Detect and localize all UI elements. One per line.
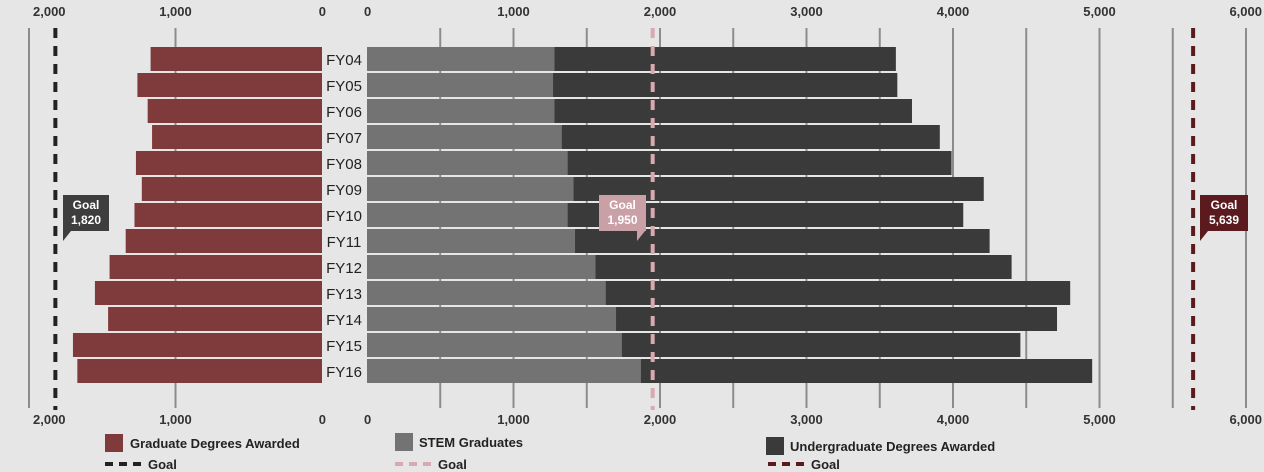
- legend-swatch-stem: [395, 433, 413, 451]
- bar-graduate: [134, 203, 322, 227]
- bar-stem: [367, 47, 555, 71]
- bar-stem: [367, 151, 568, 175]
- bar-graduate: [125, 229, 322, 253]
- tick-label-left-top: 0: [319, 4, 326, 19]
- category-label: FY08: [326, 156, 362, 173]
- legend-label-undergraduate-goal: Goal: [811, 457, 840, 472]
- legend-swatch-graduate: [105, 434, 123, 452]
- goal-callout-undergraduate-title: Goal: [1211, 198, 1238, 212]
- legend-label-graduate: Graduate Degrees Awarded: [130, 436, 300, 451]
- tick-label-right-bottom: 5,000: [1083, 412, 1116, 427]
- category-label: FY07: [326, 130, 362, 147]
- category-label: FY10: [326, 208, 362, 225]
- bar-stem: [367, 203, 568, 227]
- legend: Graduate Degrees Awarded Goal STEM Graduat…: [105, 433, 995, 472]
- category-label: FY11: [327, 234, 362, 251]
- legend-label-stem-goal: Goal: [438, 457, 467, 472]
- goal-callout-graduate-value: 1,820: [71, 213, 101, 227]
- bar-graduate: [108, 307, 322, 331]
- goal-callout-stem-title: Goal: [609, 198, 636, 212]
- category-labels: FY04 FY05 FY06 FY07 FY08 FY09 FY10 FY11 FY12 FY13…: [326, 52, 362, 381]
- goal-callout-stem-box: [599, 195, 646, 241]
- bar-graduate: [137, 73, 322, 97]
- legend-label-graduate-goal: Goal: [148, 457, 177, 472]
- goal-lines: [53, 28, 1196, 410]
- bar-graduate: [152, 125, 322, 149]
- tick-label-left-bottom: 2,000: [33, 412, 66, 427]
- tick-label-right-top: 1,000: [497, 4, 530, 19]
- goal-callout-stem-value: 1,950: [607, 213, 637, 227]
- bar-graduate: [94, 281, 322, 305]
- bar-stem: [367, 333, 622, 357]
- tick-label-right-top: 3,000: [790, 4, 823, 19]
- tick-label-right-bottom: 1,000: [497, 412, 530, 427]
- goal-callout-undergraduate-value: 5,639: [1209, 213, 1239, 227]
- tick-label-right-bottom: 0: [364, 412, 371, 427]
- goal-callout-undergraduate-box: [1200, 195, 1248, 241]
- category-label: FY06: [326, 104, 362, 121]
- bar-graduate: [72, 333, 322, 357]
- tick-label-right-bottom: 6,000: [1229, 412, 1262, 427]
- bar-stem: [367, 307, 617, 331]
- bar-graduate: [141, 177, 322, 201]
- bar-stem: [367, 359, 641, 383]
- bar-graduate: [147, 99, 322, 123]
- bar-graduate: [77, 359, 322, 383]
- tick-label-right-bottom: 3,000: [790, 412, 823, 427]
- tick-label-left-bottom: 0: [319, 412, 326, 427]
- tick-label-right-top: 0: [364, 4, 371, 19]
- goal-callout-graduate-box: [63, 195, 109, 241]
- bar-stem: [367, 73, 554, 97]
- category-label: FY12: [326, 260, 362, 277]
- legend-label-stem: STEM Graduates: [419, 435, 523, 450]
- category-label: FY09: [326, 182, 362, 199]
- bar-stem: [367, 125, 562, 149]
- bar-graduate: [135, 151, 322, 175]
- tick-label-left-bottom: 1,000: [159, 412, 192, 427]
- bars: [72, 47, 1093, 383]
- goal-callout-graduate-title: Goal: [73, 198, 100, 212]
- category-label: FY13: [326, 286, 362, 303]
- bar-stem: [367, 281, 606, 305]
- category-label: FY04: [326, 52, 362, 69]
- tick-label-right-top: 6,000: [1229, 4, 1262, 19]
- bar-stem: [367, 229, 576, 253]
- bar-stem: [367, 177, 574, 201]
- bar-graduate: [150, 47, 322, 71]
- bar-stem: [367, 99, 555, 123]
- category-label: FY15: [326, 338, 362, 355]
- tick-label-right-top: 2,000: [644, 4, 677, 19]
- category-label: FY05: [326, 78, 362, 95]
- category-label: FY14: [326, 312, 362, 329]
- tick-label-right-top: 5,000: [1083, 4, 1116, 19]
- tick-label-right-bottom: 4,000: [937, 412, 970, 427]
- tick-labels: 2,000 1,000 0 0 1,000 2,000 3,000 4,000 5,000 6,0…: [33, 4, 1262, 427]
- tick-label-left-top: 1,000: [159, 4, 192, 19]
- tick-label-right-bottom: 2,000: [644, 412, 677, 427]
- tick-label-right-top: 4,000: [937, 4, 970, 19]
- category-label: FY16: [326, 364, 362, 381]
- tick-label-left-top: 2,000: [33, 4, 66, 19]
- bar-stem: [367, 255, 596, 279]
- legend-label-undergraduate: Undergraduate Degrees Awarded: [790, 439, 995, 454]
- legend-swatch-undergraduate: [766, 437, 784, 455]
- bar-graduate: [109, 255, 322, 279]
